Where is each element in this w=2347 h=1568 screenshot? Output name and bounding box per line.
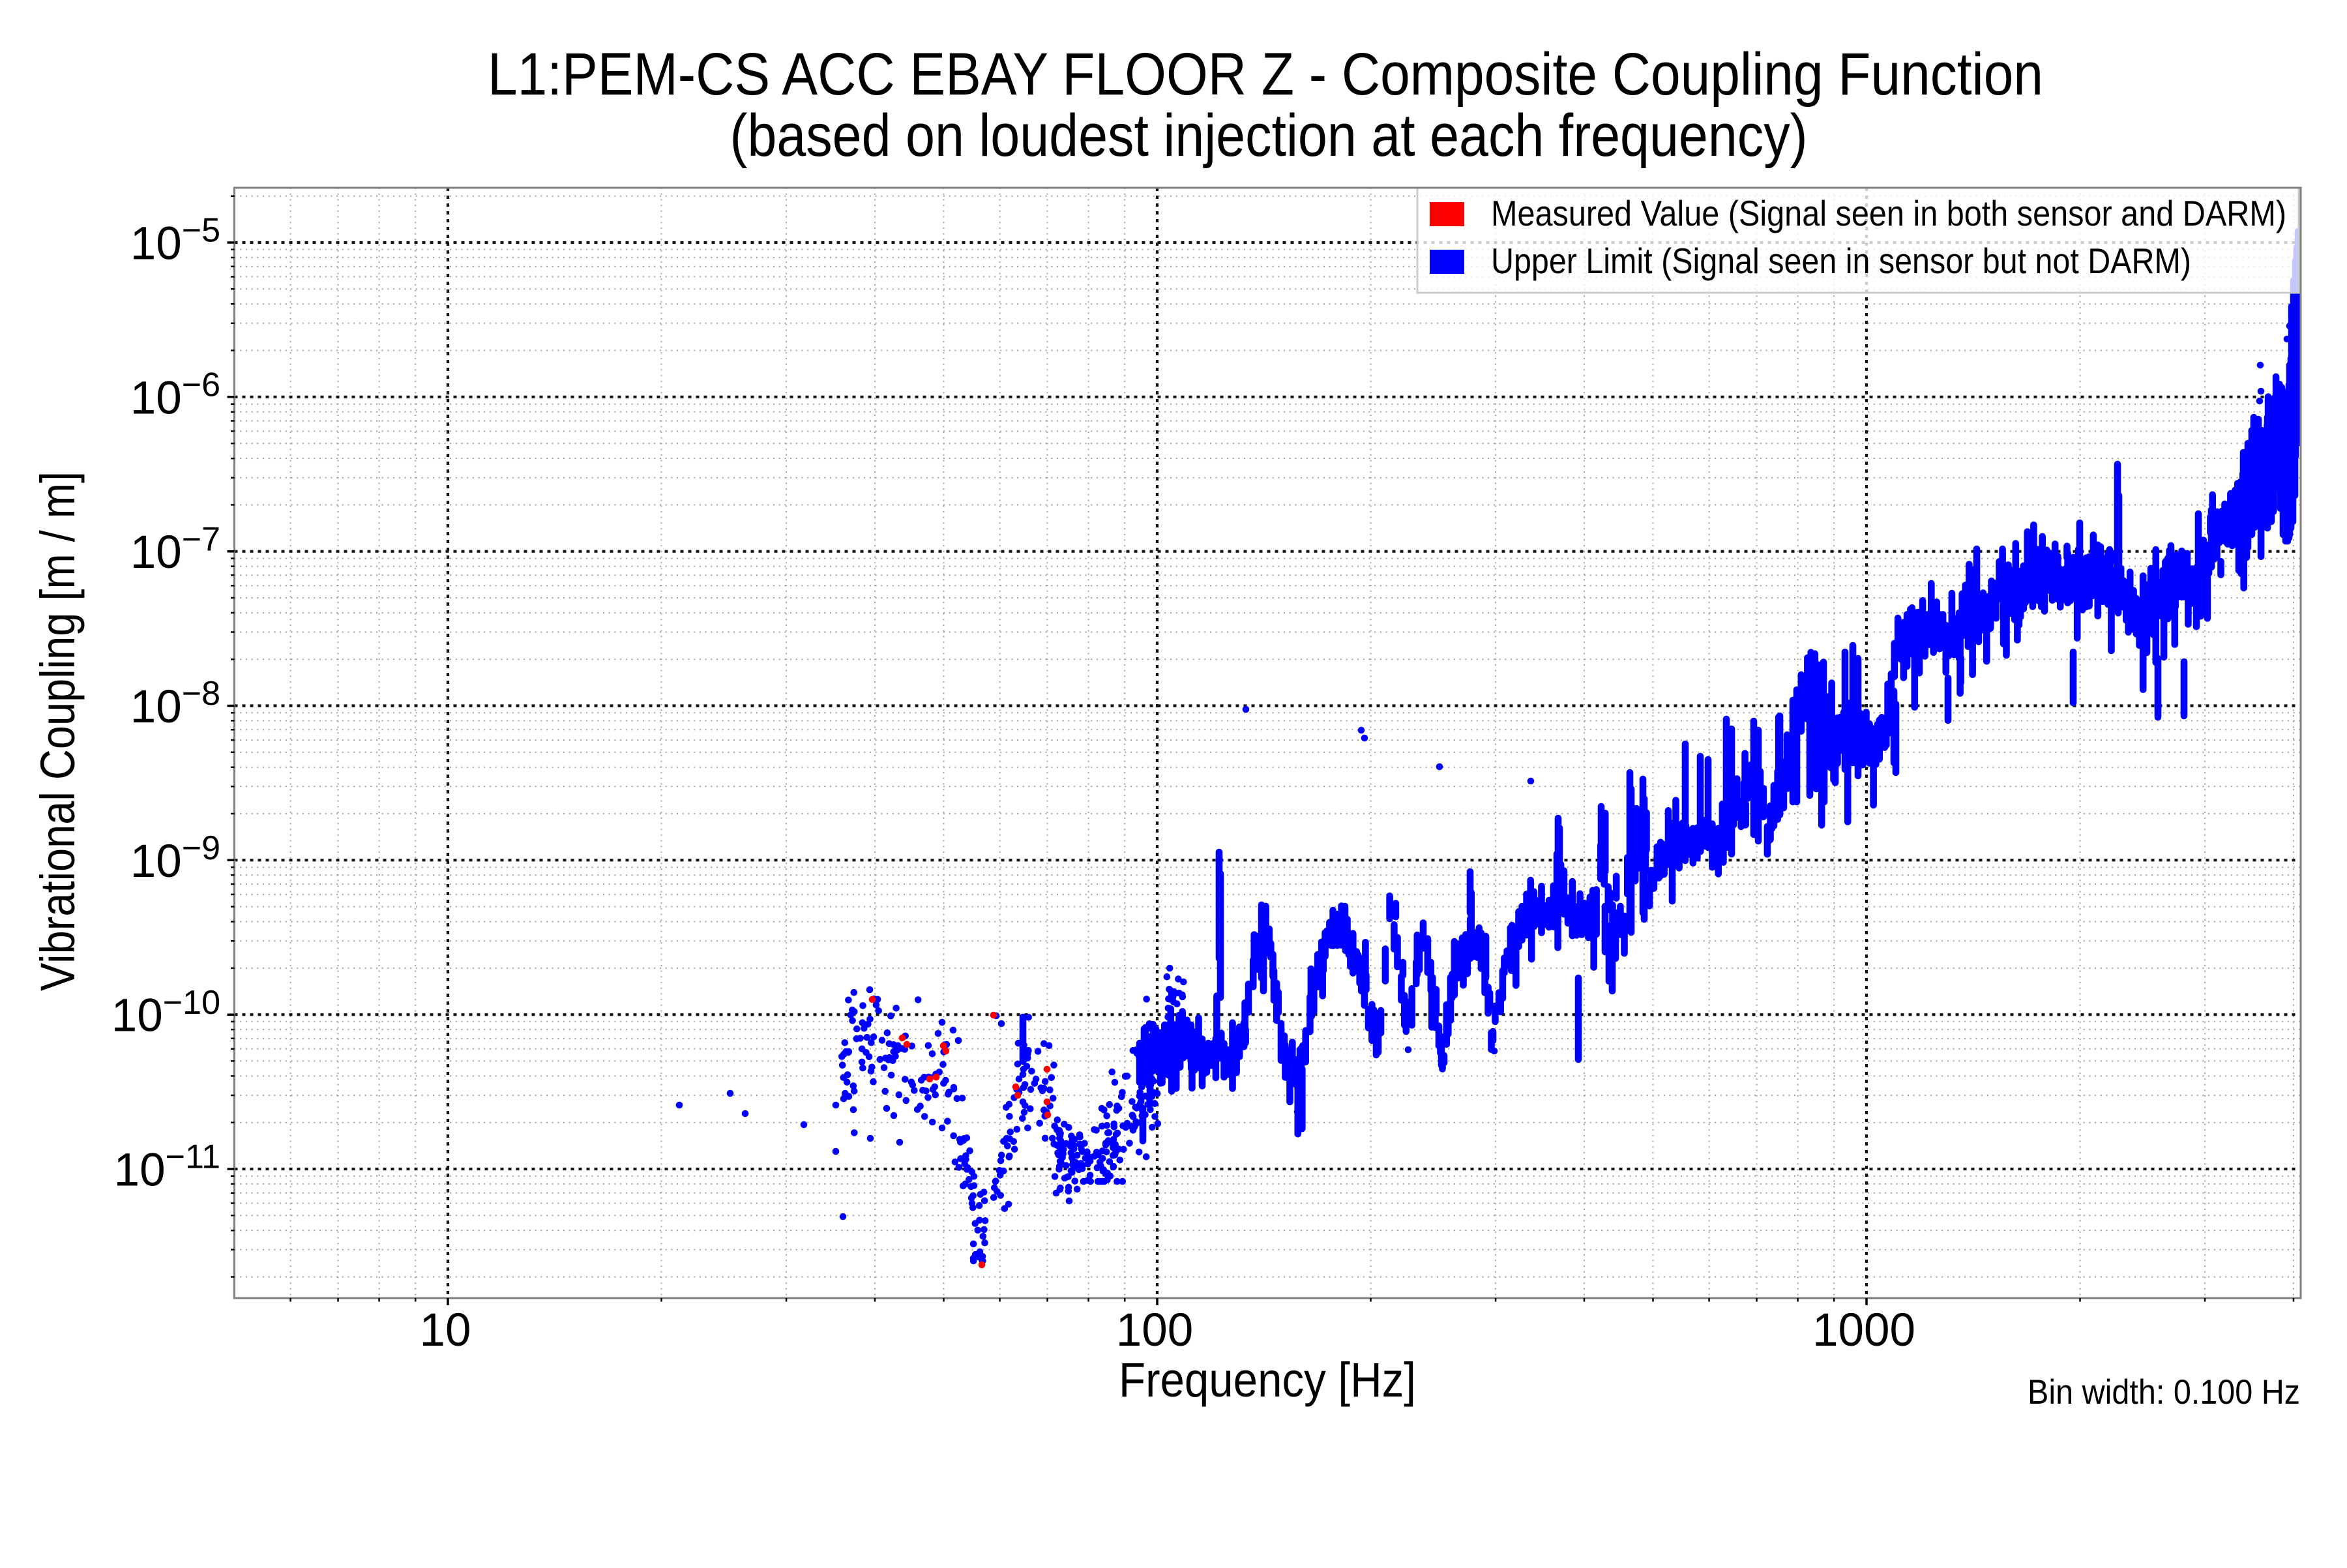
svg-text:Upper Limit (Signal seen in se: Upper Limit (Signal seen in sensor but n… xyxy=(1491,241,2191,281)
svg-text:1000: 1000 xyxy=(1812,1305,1915,1356)
svg-text:Frequency [Hz]: Frequency [Hz] xyxy=(1119,1353,1416,1407)
svg-text:Measured Value (Signal seen in: Measured Value (Signal seen in both sens… xyxy=(1491,193,2286,233)
svg-text:L1:PEM-CS ACC EBAY FLOOR Z - C: L1:PEM-CS ACC EBAY FLOOR Z - Composite C… xyxy=(488,41,2043,108)
svg-text:10−7: 10−7 xyxy=(130,520,220,578)
svg-text:10: 10 xyxy=(420,1305,471,1356)
svg-text:10−10: 10−10 xyxy=(111,984,220,1042)
svg-text:100: 100 xyxy=(1116,1305,1193,1356)
svg-text:(based on loudest injection at: (based on loudest injection at each freq… xyxy=(730,102,1808,169)
svg-text:Vibrational Coupling [m / m]: Vibrational Coupling [m / m] xyxy=(31,471,85,991)
svg-text:Bin width: 0.100 Hz: Bin width: 0.100 Hz xyxy=(2028,1373,2300,1412)
svg-text:10−8: 10−8 xyxy=(130,675,220,733)
svg-text:10−5: 10−5 xyxy=(130,212,220,270)
svg-text:10−6: 10−6 xyxy=(130,366,220,424)
svg-text:10−9: 10−9 xyxy=(130,829,220,887)
svg-text:10−11: 10−11 xyxy=(114,1138,220,1196)
